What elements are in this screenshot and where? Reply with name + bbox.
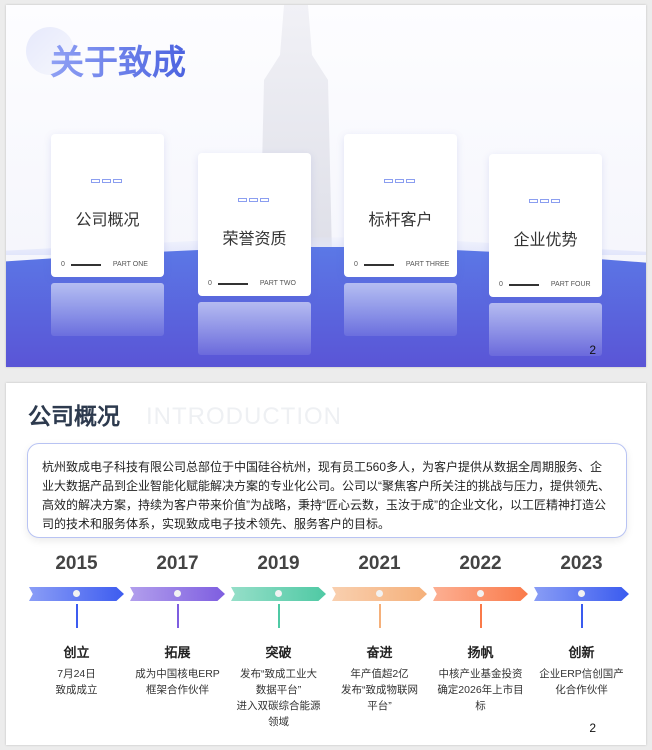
card-title: 企业优势 [513, 232, 578, 249]
dots-icon [384, 179, 415, 183]
dot-icon [73, 590, 80, 597]
timeline-item: 2019 突破 发布“致成工业大 数据平台” 进入双碳综合能源 领域 [228, 553, 329, 730]
card-title: 荣誉资质 [222, 231, 287, 248]
timeline-year: 2022 [459, 553, 502, 574]
dots-icon [91, 179, 122, 183]
timeline-arrow [433, 587, 528, 601]
timeline-label: 创新 [568, 645, 595, 660]
card-reflection [51, 283, 164, 336]
timeline-year: 2021 [358, 553, 401, 574]
timeline-label: 创立 [63, 645, 90, 660]
dot-icon [578, 590, 585, 597]
timeline-arrow [29, 587, 124, 601]
dot-icon [376, 590, 383, 597]
dot-icon [477, 590, 484, 597]
section-card[interactable]: 标杆客户 0 PART THREE [344, 134, 457, 277]
timeline-connector [580, 604, 583, 628]
section-title: 公司概况 [28, 403, 120, 429]
timeline-desc: 7月24日 致成成立 [55, 668, 98, 696]
timeline-desc: 发布“致成工业大 数据平台” 进入双碳综合能源 领域 [236, 668, 321, 728]
card-title: 公司概况 [75, 212, 140, 229]
card-number: 0 [61, 261, 65, 268]
card-part: PART ONE [112, 261, 148, 268]
timeline-label: 拓展 [164, 645, 191, 660]
divider [363, 263, 394, 266]
card-number: 0 [208, 280, 212, 287]
timeline-desc: 中核产业基金投资 确定2026年上市目 标 [437, 668, 524, 712]
timeline-label: 扬帆 [467, 645, 494, 660]
timeline-desc: 年产值超2亿 发布“致成物联网 平台” [341, 668, 418, 712]
timeline-arrow [231, 587, 326, 601]
card-reflection [198, 302, 311, 355]
timeline-item: 2021 奋进 年产值超2亿 发布“致成物联网 平台” [329, 553, 430, 714]
timeline-year: 2019 [257, 553, 300, 574]
page-title: 关于致成 [50, 35, 186, 84]
timeline-item: 2023 创新 企业ERP信创国产 化合作伙伴 [531, 553, 632, 698]
card-number: 0 [354, 261, 358, 268]
ghost-text: INTRODUCTION [146, 403, 342, 430]
dot-icon [174, 590, 181, 597]
divider [217, 282, 248, 285]
divider [508, 283, 539, 286]
card-part: PART TWO [259, 280, 296, 287]
timeline-item: 2022 扬帆 中核产业基金投资 确定2026年上市目 标 [430, 553, 531, 714]
section-card[interactable]: 公司概况 0 PART ONE [51, 134, 164, 277]
timeline-year: 2023 [560, 553, 603, 574]
timeline-item: 2015 创立 7月24日 致成成立 [26, 553, 127, 698]
timeline-item: 2017 拓展 成为中国核电ERP 框架合作伙伴 [127, 553, 228, 698]
timeline-year: 2015 [55, 553, 98, 574]
timeline-connector [75, 604, 78, 628]
card-reflection [344, 283, 457, 336]
card-number: 0 [499, 281, 503, 288]
card-part: PART THREE [405, 261, 450, 268]
dot-icon [275, 590, 282, 597]
intro-box: 杭州致成电子科技有限公司总部位于中国硅谷杭州，现有员工560多人，为客户提供从数… [27, 443, 627, 538]
timeline-arrow [534, 587, 629, 601]
card-reflection [489, 303, 602, 356]
slide-about: 关于致成 公司概况 0 PART ONE 荣誉资质 0 PART TWO 标杆客户 … [6, 5, 646, 367]
timeline-year: 2017 [156, 553, 199, 574]
timeline-connector [277, 604, 280, 628]
card-part: PART FOUR [550, 281, 591, 288]
timeline-arrow [130, 587, 225, 601]
dots-icon [238, 198, 269, 202]
section-card[interactable]: 荣誉资质 0 PART TWO [198, 153, 311, 296]
section-card[interactable]: 企业优势 0 PART FOUR [489, 154, 602, 297]
timeline-desc: 成为中国核电ERP 框架合作伙伴 [135, 668, 220, 696]
timeline-connector [378, 604, 381, 628]
dots-icon [529, 199, 560, 203]
timeline-label: 奋进 [366, 645, 393, 660]
decor-circle [26, 27, 74, 75]
card-title: 标杆客户 [368, 212, 433, 229]
slide-overview: INTRODUCTION 公司概况 杭州致成电子科技有限公司总部位于中国硅谷杭州… [6, 383, 646, 745]
timeline-arrow [332, 587, 427, 601]
page-number: 2 [589, 721, 596, 735]
timeline-connector [479, 604, 482, 628]
timeline-connector [176, 604, 179, 628]
timeline-label: 突破 [265, 645, 292, 660]
divider [70, 263, 101, 266]
page-number: 2 [589, 343, 596, 357]
timeline-desc: 企业ERP信创国产 化合作伙伴 [539, 668, 624, 696]
